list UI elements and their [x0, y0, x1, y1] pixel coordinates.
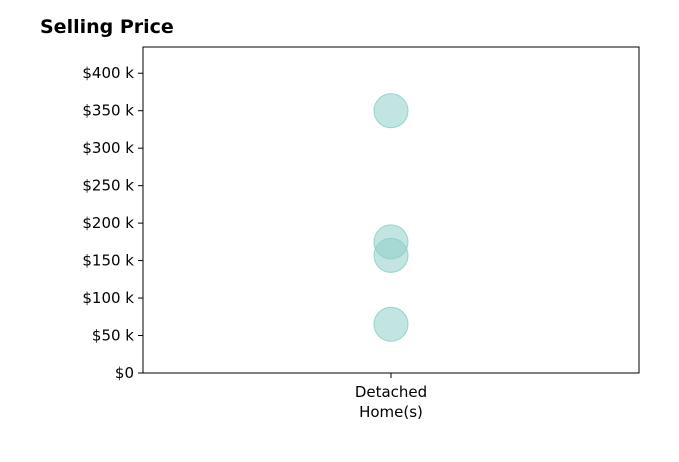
- y-tick-label: $250 k: [82, 177, 134, 195]
- y-tick-label: $0: [115, 364, 134, 382]
- y-tick-label: $100 k: [82, 289, 134, 307]
- x-tick-label: Detached: [355, 383, 427, 401]
- y-tick-label: $300 k: [82, 139, 134, 157]
- y-tick-label: $400 k: [82, 64, 134, 82]
- y-tick-label: $150 k: [82, 252, 134, 270]
- data-point: [373, 93, 409, 129]
- data-points: [373, 93, 409, 342]
- x-axis: Detached Home(s): [355, 373, 427, 421]
- y-tick-label: $50 k: [92, 327, 134, 345]
- data-point: [373, 306, 409, 342]
- x-tick-label: Home(s): [359, 403, 423, 421]
- data-point: [373, 237, 409, 273]
- chart-title: Selling Price: [40, 16, 174, 38]
- y-tick-label: $350 k: [82, 102, 134, 120]
- plot-frame: [142, 46, 640, 374]
- y-tick-label: $200 k: [82, 214, 134, 232]
- y-axis: $0 $50 k $100 k $150 k $200 k $250 k $300 k $35…: [82, 64, 143, 382]
